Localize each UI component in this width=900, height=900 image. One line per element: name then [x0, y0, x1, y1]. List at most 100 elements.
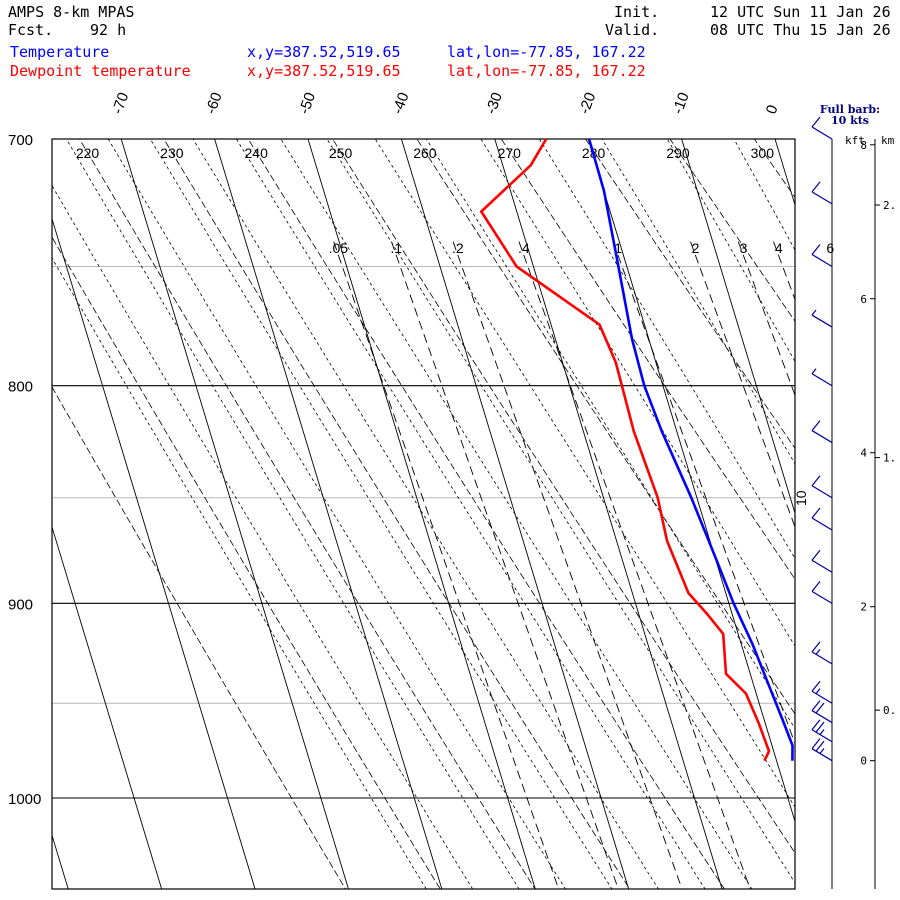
temperature-legend-label: Temperature — [10, 43, 110, 61]
wind-barb-staff — [811, 651, 833, 665]
kft-tick-label: 2 — [860, 601, 867, 614]
wind-barb-staff — [811, 430, 833, 444]
wind-barb-staff — [811, 191, 833, 205]
moist-adiabat — [65, 139, 520, 889]
moist-adiabat — [538, 139, 795, 560]
mixing-ratio-label: 4 — [775, 240, 783, 256]
wind-barb — [811, 420, 833, 444]
dry-adiabat — [52, 236, 441, 889]
forecast-hours: 92 h — [90, 21, 127, 39]
wind-barb-staff — [811, 729, 833, 743]
isotherm-line — [120, 139, 349, 889]
dewpoint-trace — [479, 138, 771, 762]
moist-adiabat — [107, 139, 566, 889]
forecast-label: Fcst. — [8, 21, 54, 39]
km-tick-label: 0. — [883, 704, 896, 717]
moist-adiabat — [326, 139, 795, 884]
mixing-ratio-lines — [333, 241, 900, 900]
mixing-ratio-label: .1 — [390, 240, 402, 256]
wind-barb — [811, 680, 833, 704]
isotherm-line — [400, 139, 630, 889]
mixing-ratio-label: 6 — [826, 240, 834, 256]
wind-barb — [811, 580, 833, 604]
isotherm-line — [494, 139, 723, 889]
pressure-label-1000: 1000 — [8, 791, 41, 808]
wind-barb — [811, 368, 833, 387]
wind-barb-column: 10 — [793, 116, 833, 889]
wind-barb-staff — [811, 517, 833, 531]
wind-barb — [811, 309, 833, 328]
temperature-label: -30 — [483, 90, 506, 116]
temperature-latlon: lat,lon=-77.85, 167.22 — [447, 43, 646, 61]
wind-barb — [811, 700, 833, 724]
wind-barb-flag — [811, 244, 821, 255]
wind-barb-staff — [811, 253, 833, 267]
mixing-ratio-line — [773, 241, 795, 301]
wind-barb-halfflag — [819, 748, 825, 754]
temperature-label: -20 — [576, 90, 599, 116]
mixing-ratio-line — [690, 241, 795, 529]
wind-barb-halfflag — [811, 368, 817, 375]
wind-barb-staff — [811, 690, 833, 704]
mixing-ratio-line — [737, 241, 795, 397]
mixing-ratio-label: 3 — [740, 240, 748, 256]
valid-time: 08 UTC Thu 15 Jan 26 — [710, 21, 891, 39]
mixing-ratio-label: 2 — [692, 240, 700, 256]
temperature-trace — [587, 138, 794, 761]
isotherm-line — [52, 525, 163, 889]
wind-barb — [811, 738, 833, 762]
isotherm-line — [774, 139, 795, 207]
dry-adiabats — [52, 139, 795, 889]
wind-barb-halfflag — [819, 729, 825, 735]
valid-label: Valid. — [605, 21, 660, 39]
temperature-label: -10 — [669, 90, 692, 116]
mixing-ratio-line — [391, 241, 619, 889]
wind-barb-staff — [811, 314, 833, 328]
init-label: Init. — [614, 3, 660, 21]
isotherm-line — [835, 30, 900, 900]
wind-barb-flag — [811, 475, 821, 487]
wind-barb-staff — [811, 485, 833, 499]
mixing-ratio-label: .05 — [329, 240, 349, 256]
km-tick-label: 1. — [883, 452, 896, 465]
pressure-label-700: 700 — [8, 132, 33, 149]
theta-label: 260 — [413, 145, 437, 161]
km-tick-label: 2. — [883, 199, 896, 212]
wind-barb-staff — [811, 590, 833, 604]
moist-adiabat — [52, 184, 474, 889]
wind-barb-flag — [811, 738, 821, 750]
wind-barb — [811, 116, 833, 140]
moist-adiabat — [733, 139, 795, 251]
dry-adiabat — [163, 139, 631, 889]
moist-adiabat — [601, 139, 795, 465]
wind-barb-flag — [811, 700, 821, 711]
moist-adiabat — [480, 139, 795, 647]
wind-barb-flag — [811, 116, 821, 128]
wind-barb-staff — [811, 126, 833, 140]
dry-adiabat — [247, 139, 725, 889]
moist-adiabat — [192, 139, 659, 889]
wind-barb-staff — [811, 748, 833, 762]
pressure-gridlines — [52, 138, 795, 799]
wind-barb-halfflag — [815, 648, 821, 655]
wind-barb-flag — [811, 680, 821, 692]
wind-barb-staff — [811, 559, 833, 573]
isotherm-line — [214, 139, 443, 889]
dry-adiabat — [79, 139, 536, 889]
moist-adiabat — [280, 139, 753, 889]
model-title: AMPS 8-km MPAS — [8, 3, 135, 21]
mixing-ratio-line — [452, 241, 683, 889]
moist-adiabat — [235, 139, 706, 889]
dewpoint-legend-label: Dewpoint temperature — [10, 62, 191, 80]
mixing-ratio-line — [825, 242, 900, 900]
kft-tick-label: 8 — [860, 139, 867, 152]
theta-label: 240 — [245, 145, 269, 161]
dewpoint-latlon: lat,lon=-77.85, 167.22 — [447, 62, 646, 80]
theta-label: 220 — [76, 145, 100, 161]
sounding-traces — [479, 138, 794, 762]
dry-adiabat — [500, 139, 795, 580]
wind-barb-flag — [811, 549, 821, 561]
dry-adiabat — [585, 139, 795, 449]
kft-tick-label: 0 — [860, 755, 867, 768]
